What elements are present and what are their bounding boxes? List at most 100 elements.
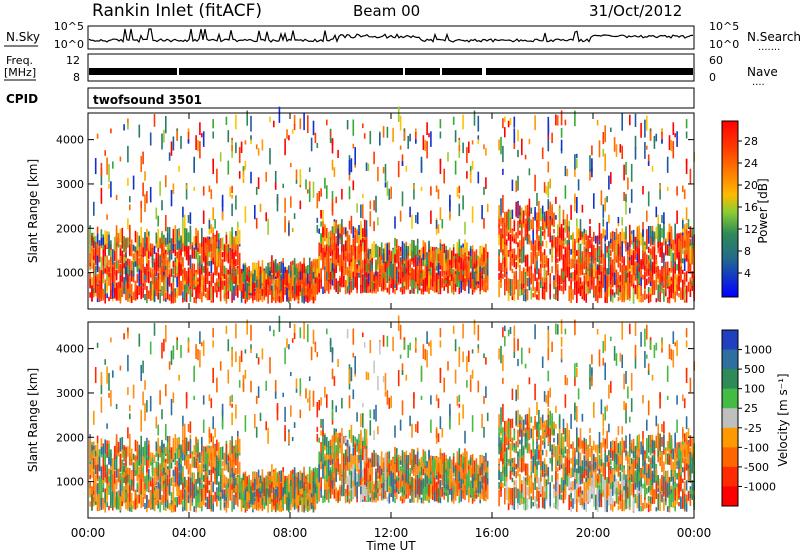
power-echo	[615, 228, 618, 247]
power-echo	[576, 197, 578, 214]
power-echo	[534, 115, 536, 131]
power-echo	[212, 289, 214, 303]
power-echo	[286, 129, 288, 139]
power-echo	[454, 130, 457, 143]
velocity-echo	[161, 457, 163, 472]
power-echo	[577, 179, 580, 191]
power-echo	[500, 278, 502, 288]
power-echo	[526, 233, 529, 245]
power-echo	[288, 222, 290, 236]
power-echo	[89, 266, 91, 271]
power-echo	[646, 262, 648, 270]
power-echo	[307, 265, 309, 276]
power-echo	[119, 156, 122, 162]
velocity-echo	[127, 327, 129, 336]
velocity-echo	[178, 374, 180, 381]
power-echo	[113, 261, 116, 276]
velocity-echo	[96, 342, 99, 348]
power-echo	[481, 245, 483, 260]
power-echo	[517, 242, 519, 259]
power-echo	[363, 286, 366, 293]
power-echo	[233, 252, 235, 265]
power-echo	[536, 193, 538, 206]
power-echo	[274, 171, 277, 188]
power-echo	[382, 277, 385, 290]
velocity-echo	[129, 484, 131, 492]
power-echo	[451, 274, 453, 279]
power-echo	[428, 133, 430, 138]
power-echo	[130, 239, 133, 250]
power-echo	[608, 240, 610, 247]
power-echo	[367, 263, 370, 277]
power-echo	[229, 267, 231, 279]
power-echo	[646, 244, 648, 249]
velocity-echo	[191, 499, 194, 506]
power-echo	[401, 154, 404, 166]
power-echo	[288, 265, 290, 282]
power-echo	[98, 247, 101, 263]
power-echo	[146, 237, 148, 251]
power-echo	[165, 253, 167, 264]
power-echo	[199, 293, 201, 300]
power-echo	[284, 216, 286, 233]
power-echo	[568, 231, 570, 240]
power-echo	[540, 208, 542, 222]
power-echo	[231, 227, 233, 245]
power-echo	[672, 141, 675, 159]
power-echo	[218, 245, 220, 253]
power-echo	[564, 248, 567, 266]
power-echo	[284, 197, 286, 213]
power-echo	[136, 264, 139, 273]
power-echo	[267, 278, 269, 285]
power-echo	[685, 271, 688, 282]
power-echo	[155, 278, 158, 290]
power-echo	[416, 212, 419, 225]
nave-tick-bottom: 0	[709, 71, 716, 84]
power-echo	[591, 255, 593, 268]
power-echo	[594, 235, 597, 244]
velocity-echo	[180, 344, 182, 358]
power-echo	[585, 293, 587, 303]
power-echo	[191, 290, 194, 297]
power-echo	[447, 252, 449, 271]
power-echo	[326, 119, 328, 126]
power-echo	[94, 266, 97, 277]
power-echo	[557, 285, 559, 301]
power-echo	[543, 268, 546, 278]
power-echo	[617, 247, 620, 257]
velocity-echo	[148, 444, 150, 457]
power-echo	[644, 284, 646, 300]
power-echo	[303, 281, 305, 297]
velocity-echo	[165, 384, 167, 397]
power-echo	[231, 185, 233, 194]
velocity-scatter-layer	[89, 315, 695, 513]
power-echo	[331, 234, 334, 251]
power-echo	[547, 161, 550, 173]
power-echo	[115, 225, 118, 243]
power-echo	[144, 171, 146, 181]
power-echo	[100, 187, 103, 204]
power-echo	[663, 212, 665, 225]
power-echo	[676, 210, 678, 224]
power-echo	[127, 178, 129, 186]
velocity-echo	[127, 331, 129, 339]
power-echo	[608, 242, 610, 259]
power-echo	[341, 188, 343, 200]
velocity-echo	[168, 485, 171, 494]
velocity-echo	[127, 446, 129, 457]
power-echo	[534, 240, 536, 256]
power-echo	[185, 251, 188, 261]
power-echo	[201, 246, 203, 265]
power-echo	[691, 271, 694, 282]
power-echo	[630, 274, 633, 287]
power-echo	[589, 168, 591, 181]
velocity-echo	[96, 442, 99, 452]
power-echo	[572, 255, 574, 268]
power-echo	[646, 268, 648, 277]
power-echo	[138, 124, 141, 138]
power-echo	[108, 234, 110, 249]
power-echo	[583, 277, 586, 282]
power-echo	[504, 279, 506, 296]
velocity-echo	[191, 482, 194, 499]
